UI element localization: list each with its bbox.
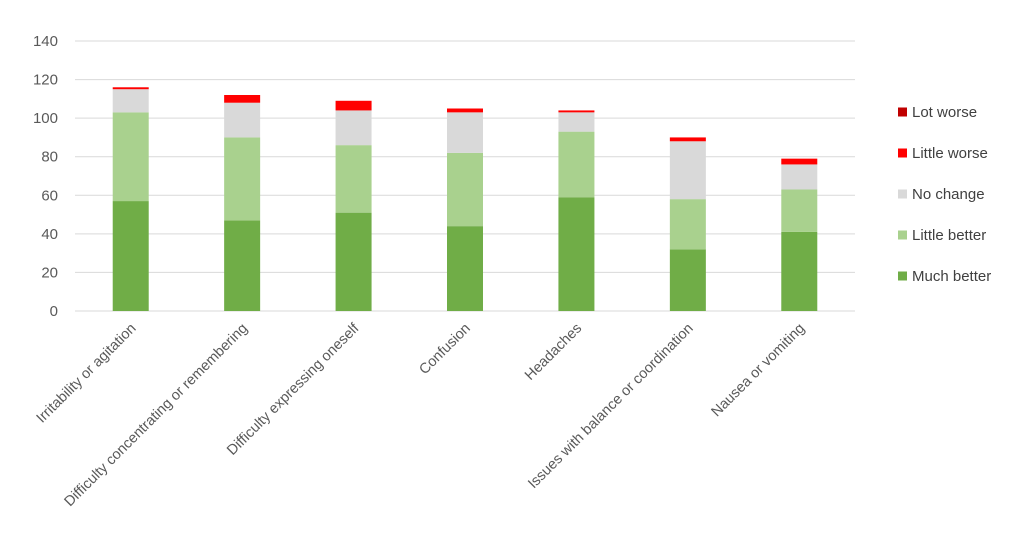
legend-swatch — [898, 107, 907, 117]
bars — [112, 87, 818, 311]
bar-segment-little-better — [335, 145, 372, 213]
legend-label: Little better — [912, 227, 986, 244]
x-category-label: Confusion — [416, 321, 473, 378]
bar-segment-little-worse — [224, 95, 261, 103]
bar-segment-no-change — [112, 89, 149, 113]
y-tick-label: 0 — [50, 303, 58, 320]
legend-label: Much better — [912, 268, 991, 285]
bar-segment-no-change — [669, 141, 706, 200]
bar-segment-much-better — [335, 212, 372, 311]
bar-segment-little-better — [224, 137, 261, 221]
bar-segment-no-change — [781, 164, 818, 190]
bar-segment-no-change — [447, 112, 483, 153]
bar-segment-much-better — [224, 220, 261, 311]
legend-swatch — [898, 189, 907, 199]
y-tick-label: 80 — [41, 149, 58, 166]
bar-segment-little-better — [669, 199, 706, 250]
bar-segment-no-change — [224, 102, 261, 138]
x-category-label: Headaches — [522, 321, 585, 384]
bar-segment-little-better — [112, 112, 149, 202]
bar-segment-little-worse — [781, 158, 818, 165]
legend-label: Little worse — [912, 145, 988, 162]
x-category-label: Nausea or vomiting — [708, 321, 808, 421]
bar-segment-much-better — [781, 231, 818, 311]
bar-segment-little-better — [447, 152, 483, 227]
legend-label: Lot worse — [912, 104, 977, 121]
legend: Lot worse Little worse No change Little bet… — [898, 104, 991, 285]
bar-segment-no-change — [558, 112, 595, 132]
legend-label: No change — [912, 186, 985, 203]
y-axis-ticks: 0 20 40 60 80 100 120 140 — [33, 33, 58, 320]
bar-segment-much-better — [558, 197, 595, 311]
y-tick-label: 60 — [41, 187, 58, 204]
bar-segment-little-worse — [335, 100, 372, 111]
bar-segment-much-better — [447, 226, 483, 311]
bar-segment-little-better — [558, 131, 595, 198]
legend-swatch — [898, 230, 907, 240]
bar-segment-much-better — [669, 249, 706, 311]
bar-segment-much-better — [112, 201, 149, 311]
x-category-label: Irritability or agitation — [34, 321, 140, 427]
bar-segment-little-worse — [112, 87, 149, 90]
y-tick-label: 100 — [33, 110, 58, 127]
bar-segment-little-worse — [669, 137, 706, 142]
x-category-label: Difficulty concentrating or remembering — [61, 321, 250, 510]
bar-segment-little-worse — [558, 110, 595, 113]
y-tick-label: 20 — [41, 264, 58, 281]
legend-swatch — [898, 271, 907, 281]
y-tick-label: 120 — [33, 72, 58, 89]
legend-swatch — [898, 148, 907, 158]
bar-segment-no-change — [335, 110, 372, 146]
bar-segment-little-worse — [447, 108, 483, 113]
y-tick-label: 140 — [33, 33, 58, 50]
x-category-label: Difficulty expressing oneself — [224, 320, 363, 459]
y-tick-label: 40 — [41, 226, 58, 243]
bar-segment-little-better — [781, 189, 818, 232]
